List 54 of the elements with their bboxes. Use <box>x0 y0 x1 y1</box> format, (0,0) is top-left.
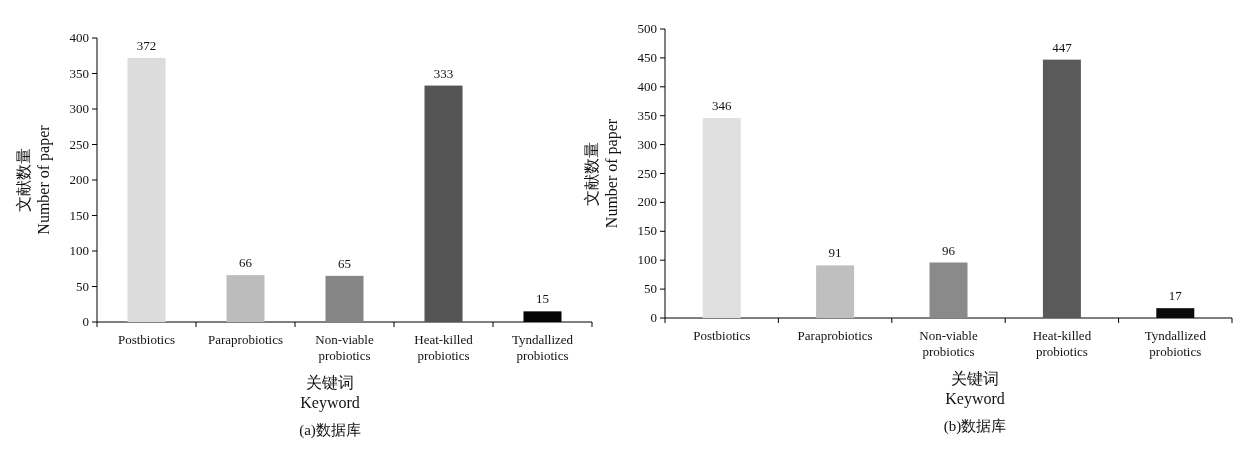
x-tick-label: Postbiotics <box>117 332 176 347</box>
y-tick-label: 200 <box>69 172 89 187</box>
y-tick-label: 500 <box>637 21 657 36</box>
y-tick-label: 250 <box>69 136 89 152</box>
bar <box>702 118 741 318</box>
y-tick-label: 400 <box>637 78 657 94</box>
y-axis-title: 文献数量 Number of paper <box>15 124 53 235</box>
y-tick-label: 450 <box>637 49 657 65</box>
bar <box>1042 59 1081 318</box>
data-label: 66 <box>239 255 253 271</box>
data-label: 333 <box>433 65 454 81</box>
y-tick-label: 0 <box>650 310 657 325</box>
bar <box>325 275 364 322</box>
data-label: 17 <box>1168 288 1183 304</box>
x-tick-label: Heat-killed probiotics <box>1032 328 1092 359</box>
data-label: 96 <box>942 242 956 258</box>
data-label: 346 <box>711 98 732 114</box>
x-tick-label: Heat-killed probiotics <box>414 332 474 363</box>
bar <box>226 275 265 322</box>
y-tick-label: 300 <box>637 136 657 152</box>
data-label: 15 <box>536 291 549 307</box>
data-label: 65 <box>338 255 351 271</box>
bar <box>816 265 855 318</box>
text: (b)数据库 <box>943 418 1007 435</box>
x-tick-label: Paraprobiotics <box>797 328 873 343</box>
x-axis-title: 关键词 Keyword <box>300 374 360 412</box>
y-tick-label: 300 <box>69 101 89 116</box>
bar <box>127 57 166 322</box>
text: (a)数据库 <box>299 422 361 439</box>
y-tick-label: 250 <box>637 165 657 181</box>
x-tick-label: Tyndallized probiotics <box>511 332 574 363</box>
y-tick-label: 50 <box>76 278 89 294</box>
y-tick-label: 350 <box>637 107 657 123</box>
y-tick-label: 0 <box>82 314 89 329</box>
x-tick-label: Non-viable probiotics <box>315 332 374 363</box>
x-axis-title: 关键词 Keyword <box>945 370 1005 408</box>
bar <box>424 85 463 322</box>
x-tick-label: Non-viable probiotics <box>919 328 978 359</box>
x-tick-label: Tyndallized probiotics <box>1144 328 1207 359</box>
y-tick-label: 150 <box>69 207 89 223</box>
x-tick-label: Paraprobiotics <box>207 332 284 347</box>
data-label: 91 <box>828 245 842 261</box>
y-tick-label: 150 <box>637 223 657 239</box>
y-tick-label: 50 <box>644 281 657 297</box>
data-label: 372 <box>136 37 157 53</box>
data-label: 447 <box>1052 39 1073 55</box>
y-tick-label: 100 <box>69 243 89 258</box>
y-tick-label: 350 <box>69 65 89 81</box>
y-axis-title: 文献数量 Number of paper <box>583 118 621 229</box>
y-tick-label: 100 <box>637 252 657 268</box>
y-tick-label: 200 <box>637 194 657 210</box>
x-tick-label: Postbiotics <box>693 328 751 343</box>
y-tick-label: 400 <box>69 30 89 45</box>
bar <box>929 262 968 318</box>
